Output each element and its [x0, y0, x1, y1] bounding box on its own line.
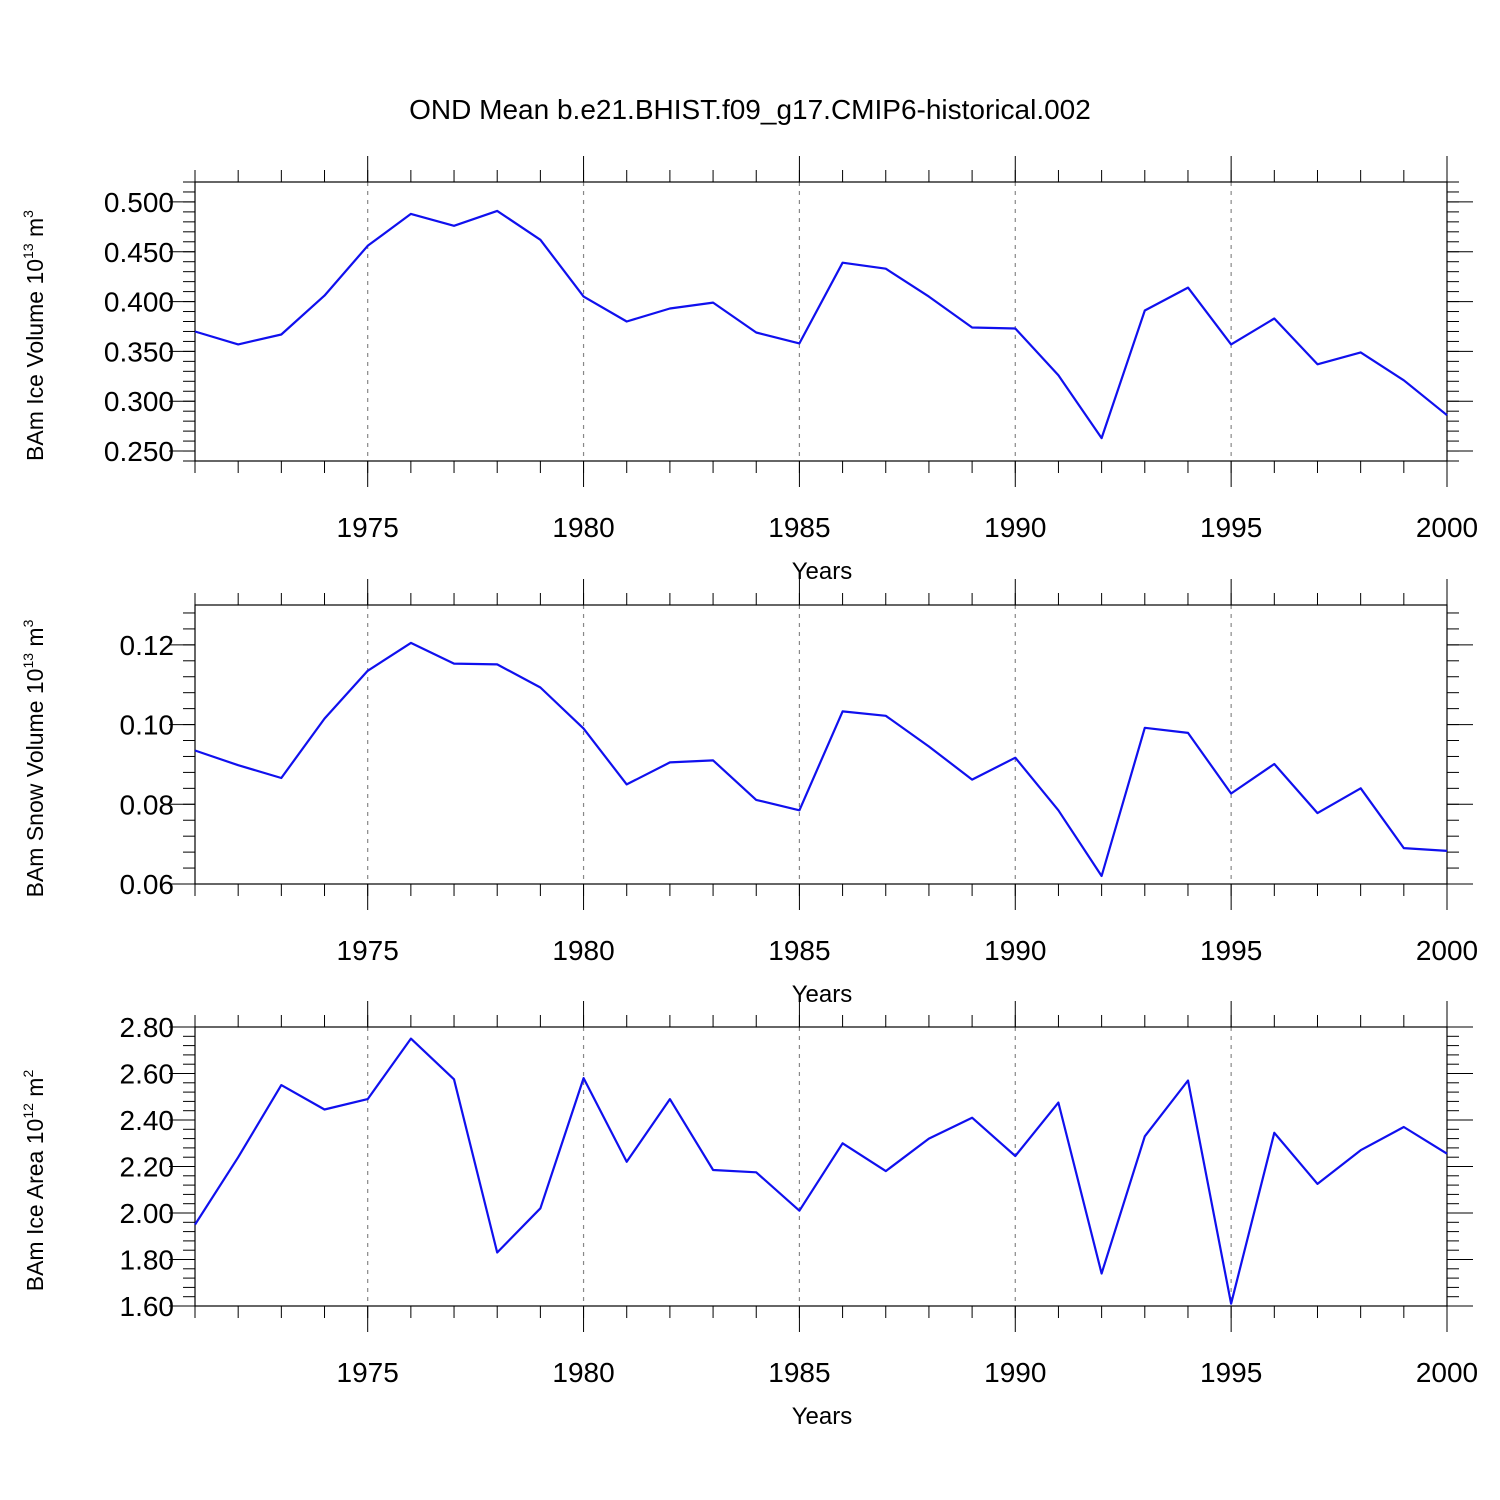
x-tick-label: 1990 [984, 512, 1046, 543]
series-line [194, 209, 1448, 440]
y-tick-label: 0.500 [104, 187, 174, 218]
x-axis-label: Years [792, 1403, 853, 1430]
x-tick-label: 1990 [984, 935, 1046, 966]
y-tick-label: 0.12 [120, 630, 175, 661]
chart-panels: 1975 1980 1985 1990 1995 2000 0.250 0.300 0.350 0… [20, 156, 1478, 1430]
x-tick-label: 1975 [337, 935, 399, 966]
y-tick-label: 2.00 [120, 1198, 175, 1229]
y-tick-label: 0.350 [104, 336, 174, 367]
x-tick-label: 2000 [1416, 512, 1478, 543]
panel-3: 1975 1980 1985 1990 1995 2000 1.60 1.80 2.00 2.20… [20, 1001, 1478, 1430]
x-tick-label: 1975 [337, 1357, 399, 1388]
series-line [194, 641, 1448, 878]
plot-frame [194, 1026, 1448, 1307]
chart-title: OND Mean b.e21.BHIST.f09_g17.CMIP6-histo… [409, 94, 1091, 125]
y-tick-label: 1.60 [120, 1291, 175, 1322]
x-tick-label: 1980 [552, 935, 614, 966]
y-tick-label: 2.40 [120, 1105, 175, 1136]
x-tick-label: 1995 [1200, 512, 1262, 543]
x-tick-label: 1980 [552, 512, 614, 543]
x-axis-label: Years [792, 981, 853, 1008]
x-tick-label: 1980 [552, 1357, 614, 1388]
x-tick-label: 1975 [337, 512, 399, 543]
y-tick-label: 2.20 [120, 1152, 175, 1183]
y-tick-label: 0.250 [104, 436, 174, 467]
y-tick-label: 2.80 [120, 1012, 175, 1043]
y-tick-label: 0.10 [120, 710, 175, 741]
y-tick-label: 0.08 [120, 789, 175, 820]
x-tick-label: 1995 [1200, 935, 1262, 966]
y-tick-label: 0.400 [104, 287, 174, 318]
x-tick-label: 2000 [1416, 1357, 1478, 1388]
panel-2: 1975 1980 1985 1990 1995 2000 0.06 0.08 0.10 0.12… [20, 579, 1478, 1008]
y-tick-label: 0.06 [120, 869, 175, 900]
x-tick-label: 2000 [1416, 935, 1478, 966]
x-tick-label: 1995 [1200, 1357, 1262, 1388]
plot-frame [194, 604, 1448, 885]
y-axis-label: BAm Snow Volume 1013 m3 [20, 619, 48, 897]
y-tick-label: 2.60 [120, 1059, 175, 1090]
x-tick-label: 1985 [768, 935, 830, 966]
y-tick-label: 1.80 [120, 1245, 175, 1276]
x-tick-label: 1990 [984, 1357, 1046, 1388]
x-tick-label: 1985 [768, 1357, 830, 1388]
plot-frame [194, 181, 1448, 462]
x-tick-label: 1985 [768, 512, 830, 543]
panel-1: 1975 1980 1985 1990 1995 2000 0.250 0.300 0.350 0… [20, 156, 1478, 585]
y-axis-label: BAm Ice Volume 1013 m3 [20, 210, 48, 461]
series-line [194, 1037, 1448, 1305]
y-tick-label: 0.450 [104, 237, 174, 268]
y-tick-label: 0.300 [104, 386, 174, 417]
y-axis-label: BAm Ice Area 1012 m2 [20, 1070, 48, 1292]
x-axis-label: Years [792, 558, 853, 585]
